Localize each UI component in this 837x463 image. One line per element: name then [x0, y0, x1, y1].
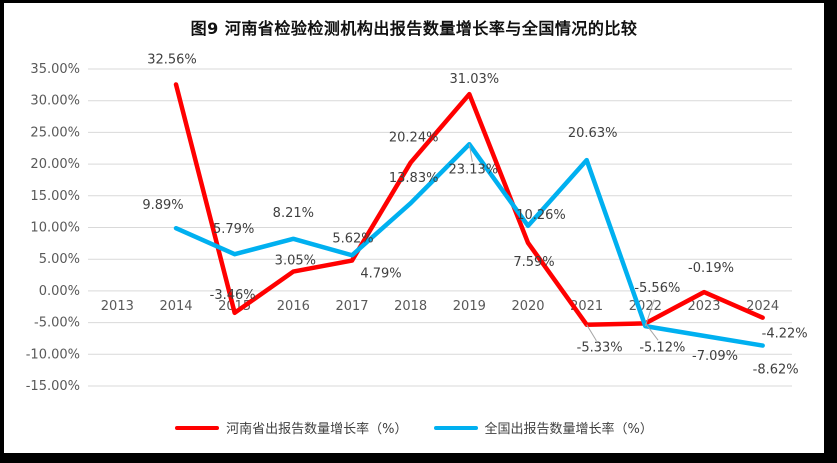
x-tick-label: 2018 — [394, 299, 427, 314]
x-tick-label: 2017 — [335, 299, 368, 314]
legend-label-national: 全国出报告数量增长率（%） — [484, 422, 653, 437]
y-tick-label: 35.00% — [30, 62, 80, 77]
data-label: -8.62% — [753, 363, 799, 378]
data-label: 23.13% — [449, 162, 499, 177]
data-label: 31.03% — [450, 72, 500, 87]
series-line-0 — [173, 82, 765, 327]
x-tick-label: 2013 — [101, 299, 134, 314]
y-tick-label: -10.00% — [26, 347, 80, 362]
data-label: 10.26% — [516, 208, 566, 223]
x-tick-label: 2022 — [629, 299, 662, 314]
y-tick-label: 10.00% — [30, 221, 80, 236]
data-label: 9.89% — [142, 198, 183, 213]
x-tick-label: 2019 — [453, 299, 486, 314]
legend-swatch-national — [433, 425, 478, 430]
chart-title: 图9 河南省检验检测机构出报告数量增长率与全国情况的比较 — [190, 19, 638, 38]
legend-item-henan: 河南省出报告数量增长率（%） — [175, 418, 408, 437]
legend-swatch-henan — [175, 425, 220, 430]
y-tick-label: 15.00% — [30, 189, 80, 204]
data-label: 5.79% — [213, 222, 254, 237]
label-leader-line — [586, 324, 597, 342]
data-label: 3.05% — [275, 254, 316, 269]
data-label: 5.62% — [332, 231, 373, 246]
y-tick-label: 20.00% — [30, 157, 80, 172]
legend-label-henan: 河南省出报告数量增长率（%） — [226, 422, 408, 437]
x-tick-label: 2020 — [511, 299, 544, 314]
data-label: -5.56% — [634, 281, 680, 296]
label-leader-line — [644, 299, 655, 327]
y-tick-label: -15.00% — [26, 379, 80, 394]
x-tick-label: 2024 — [746, 299, 779, 314]
data-label: 4.79% — [360, 267, 401, 282]
x-tick-label: 2014 — [159, 299, 192, 314]
data-label: 13.83% — [389, 171, 439, 186]
data-label: 20.63% — [568, 126, 618, 141]
line-chart: 35.00% 30.00% 25.00% 20.00% 15.00% 10.00% 5.00… — [26, 52, 808, 394]
data-label: -5.33% — [577, 341, 623, 356]
y-tick-label: 5.00% — [39, 252, 80, 267]
label-leader-line — [644, 323, 659, 341]
data-label: 7.59% — [513, 255, 554, 270]
x-tick-label: 2016 — [277, 299, 310, 314]
y-tick-label: 25.00% — [30, 125, 80, 140]
y-tick-label: 30.00% — [30, 94, 80, 109]
chart-legend: 河南省出报告数量增长率（%） 全国出报告数量增长率（%） — [4, 418, 824, 437]
data-label: 20.24% — [389, 131, 439, 146]
y-tick-label: 0.00% — [39, 284, 80, 299]
data-label: -7.09% — [692, 349, 738, 364]
data-label: 8.21% — [273, 206, 314, 221]
legend-item-national: 全国出报告数量增长率（%） — [433, 418, 653, 437]
x-tick-label: 2023 — [687, 299, 720, 314]
data-label: -5.12% — [639, 340, 685, 355]
label-leader-line — [468, 144, 473, 162]
data-label: -4.22% — [762, 327, 808, 342]
y-tick-label: -5.00% — [34, 316, 80, 331]
data-label: 32.56% — [147, 52, 197, 67]
data-label: -0.19% — [688, 261, 734, 276]
data-label: -3.46% — [210, 288, 256, 303]
